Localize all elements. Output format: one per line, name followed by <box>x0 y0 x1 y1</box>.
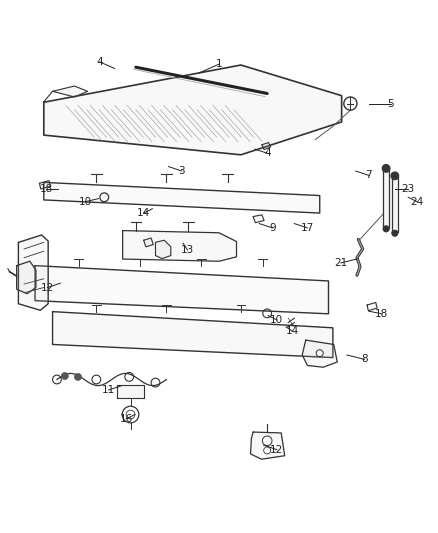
Circle shape <box>391 172 399 180</box>
Text: 14: 14 <box>137 208 150 218</box>
Text: 8: 8 <box>361 354 368 365</box>
Text: 18: 18 <box>39 183 53 193</box>
Text: 23: 23 <box>402 183 415 193</box>
Text: 7: 7 <box>365 171 372 180</box>
Text: 12: 12 <box>41 282 54 293</box>
Text: 21: 21 <box>334 258 347 268</box>
Text: 1: 1 <box>215 59 223 69</box>
Polygon shape <box>39 181 50 189</box>
Polygon shape <box>155 240 171 259</box>
Polygon shape <box>35 265 329 314</box>
Circle shape <box>74 374 81 381</box>
Polygon shape <box>53 312 333 358</box>
Circle shape <box>392 230 398 236</box>
Text: 12: 12 <box>270 445 283 455</box>
Circle shape <box>383 226 389 232</box>
Polygon shape <box>367 302 377 311</box>
Text: 4: 4 <box>265 149 272 158</box>
Text: 17: 17 <box>301 223 314 233</box>
Polygon shape <box>262 142 271 150</box>
Polygon shape <box>18 235 48 310</box>
Polygon shape <box>392 177 398 232</box>
Circle shape <box>61 373 68 379</box>
Polygon shape <box>144 238 153 247</box>
Polygon shape <box>253 215 264 223</box>
Text: 11: 11 <box>102 385 115 395</box>
Text: 13: 13 <box>181 245 194 255</box>
Text: 5: 5 <box>387 99 394 109</box>
Text: 10: 10 <box>79 197 92 207</box>
Text: 9: 9 <box>269 223 276 233</box>
Polygon shape <box>44 182 320 213</box>
Text: 3: 3 <box>178 166 185 176</box>
Polygon shape <box>53 86 88 97</box>
Text: 14: 14 <box>286 326 299 336</box>
Text: 4: 4 <box>96 57 103 67</box>
Polygon shape <box>117 385 144 398</box>
Text: 16: 16 <box>120 414 133 424</box>
Polygon shape <box>17 261 36 294</box>
Text: 24: 24 <box>410 197 424 207</box>
Polygon shape <box>302 340 337 367</box>
Text: 10: 10 <box>270 315 283 325</box>
Polygon shape <box>44 65 342 155</box>
Polygon shape <box>251 432 285 459</box>
Polygon shape <box>123 231 237 261</box>
Circle shape <box>382 165 390 172</box>
Text: 18: 18 <box>375 309 389 319</box>
Polygon shape <box>383 169 389 228</box>
